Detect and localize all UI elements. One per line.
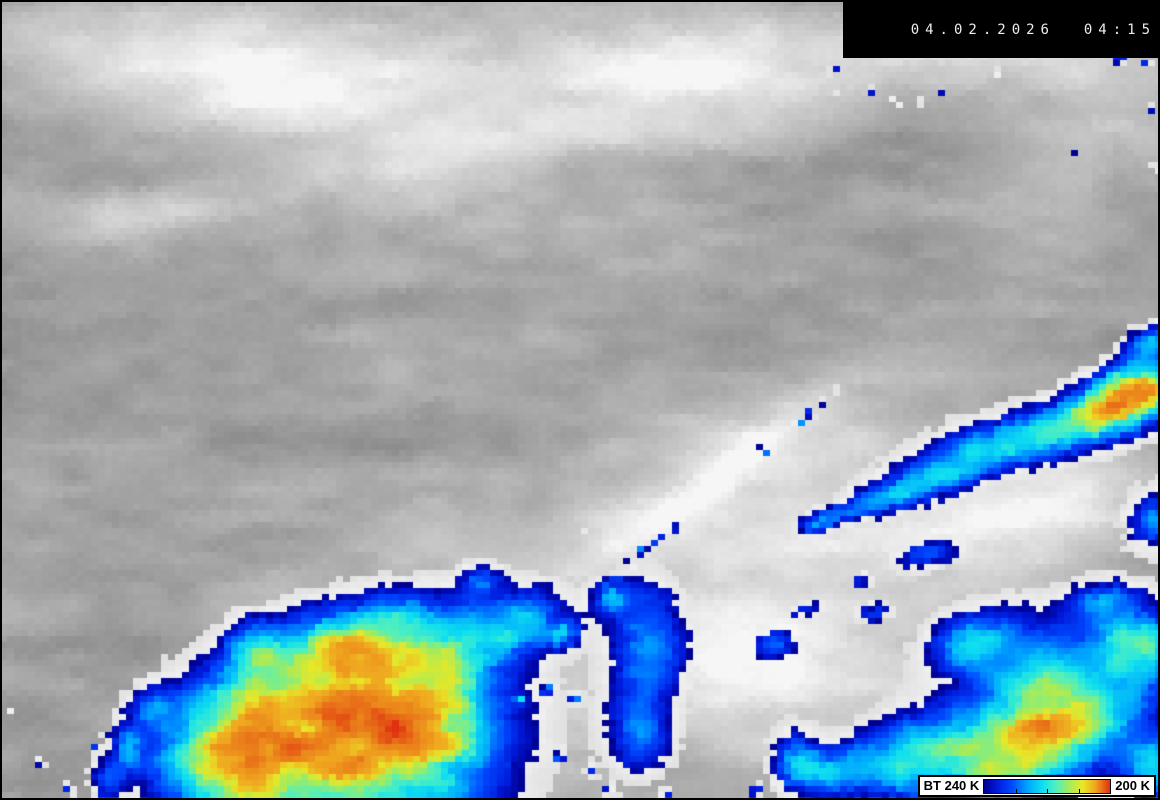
colorbar-gradient: [983, 778, 1112, 794]
timestamp-overlay: 04.02.2026 04:15: [842, 2, 1158, 58]
timestamp-text: 04.02.2026 04:15: [910, 22, 1156, 38]
colorbar-tick: [1015, 788, 1017, 793]
legend-max-label: 200 K: [1115, 778, 1150, 793]
legend-min-label: BT 240 K: [923, 778, 980, 793]
colorbar-tick: [1078, 788, 1080, 793]
colorbar-legend: BT 240 K 200 K: [917, 775, 1156, 797]
colorbar-tick: [1047, 788, 1049, 793]
